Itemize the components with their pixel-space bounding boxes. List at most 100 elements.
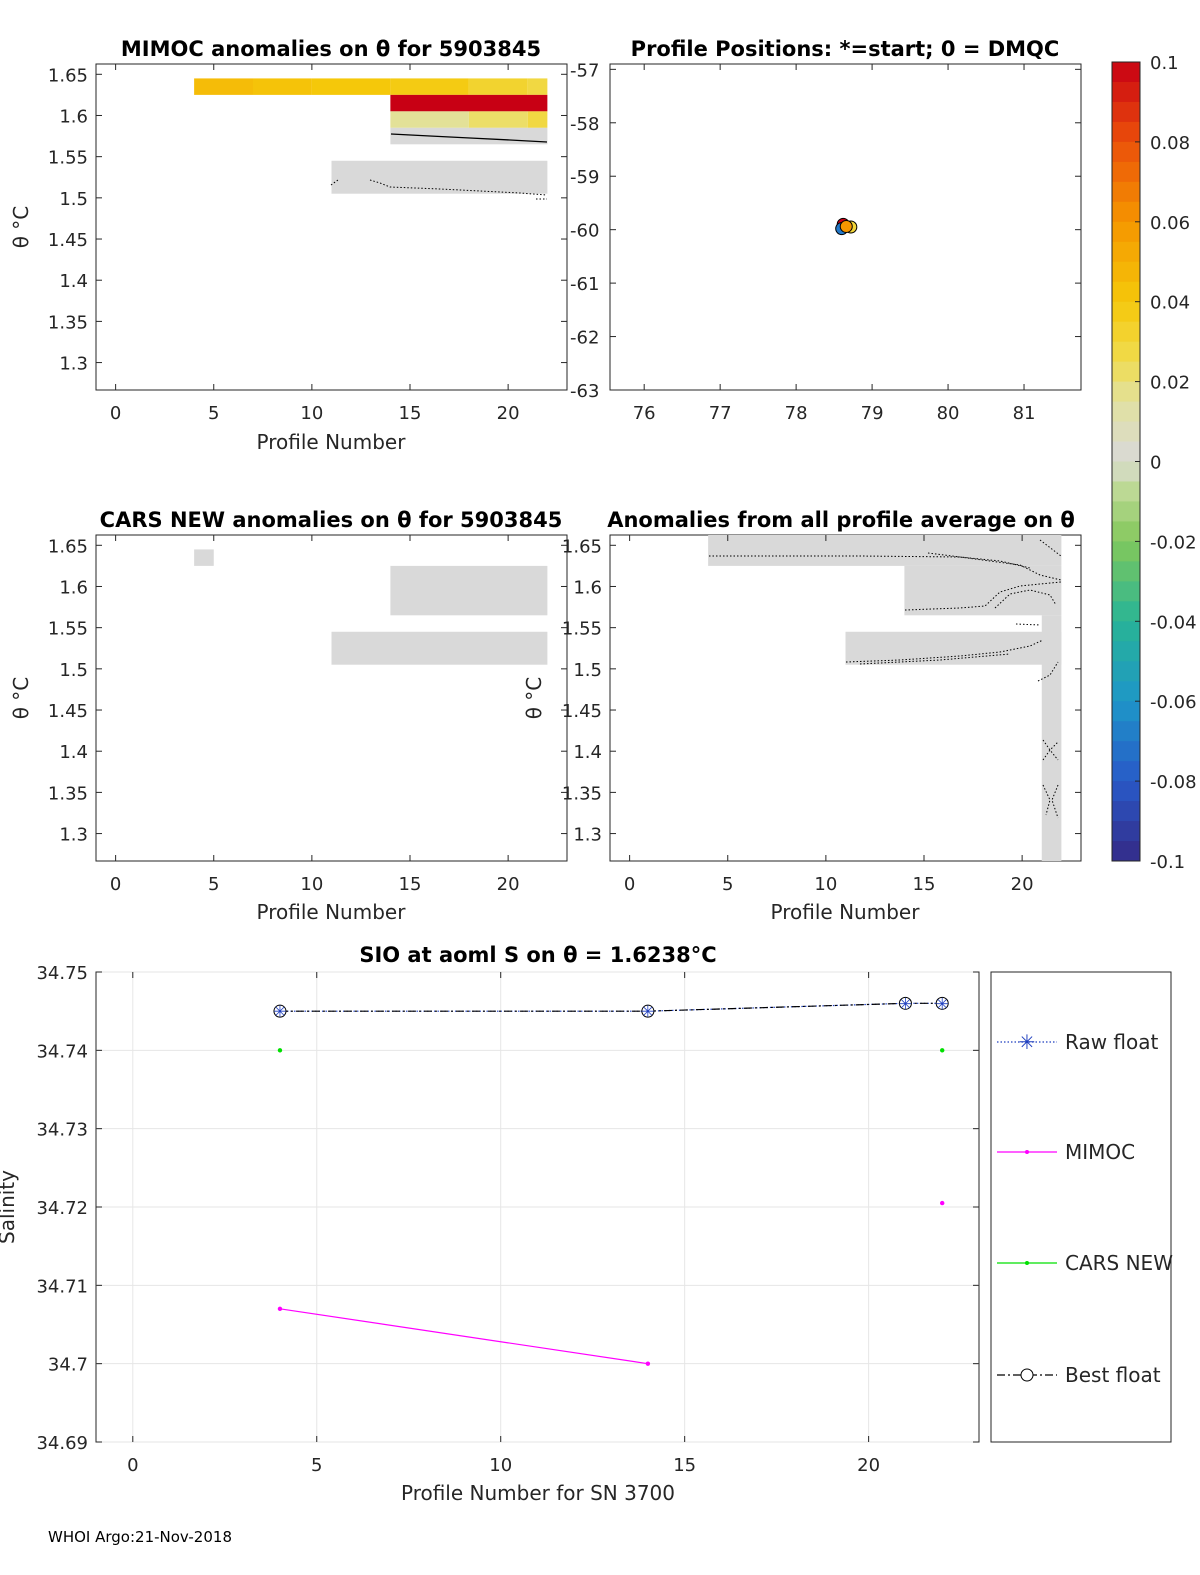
- mimoc-xlabel: Profile Number: [257, 430, 407, 454]
- best-float-point: [935, 996, 949, 1010]
- mimoc-anomaly-cell: [253, 78, 312, 95]
- salinity-xtick-label: 0: [127, 1455, 138, 1476]
- salinity-ytick-label: 34.69: [36, 1433, 88, 1454]
- allprof-contour-6: [1015, 623, 1041, 626]
- colorbar-band: [1112, 441, 1140, 462]
- colorbar-band: [1112, 761, 1140, 782]
- colorbar-band: [1112, 201, 1140, 223]
- colorbar-band: [1112, 101, 1140, 123]
- colorbar-band: [1112, 581, 1140, 602]
- allprof-ytick-label: 1.55: [562, 619, 602, 640]
- mimoc-anomaly-cell: [311, 78, 391, 95]
- colorbar-band: [1112, 62, 1140, 83]
- allprof-anomaly-cell: [904, 565, 1062, 616]
- cars-xtick-label: 15: [399, 874, 422, 895]
- mimoc-ytick-label: 1.3: [59, 354, 88, 375]
- colorbar-band: [1112, 361, 1140, 383]
- mimoc-ytick-label: 1.6: [59, 106, 88, 127]
- salinity-ytick-label: 34.75: [36, 963, 88, 984]
- colorbar-band: [1112, 521, 1140, 542]
- legend-item-raw-float: ✳ Raw float: [997, 1030, 1159, 1054]
- cars-ytick-label: 1.35: [48, 783, 88, 804]
- legend-cars-marker: [1025, 1261, 1029, 1265]
- cars-xtick-label: 10: [300, 874, 323, 895]
- legend-item-best-float: Best float: [997, 1363, 1161, 1387]
- mimoc-anomaly-cell: [390, 78, 469, 95]
- best-float-point: [898, 996, 912, 1010]
- legend-cars-label: CARS NEW: [1065, 1251, 1173, 1275]
- allprof-contour-8: [859, 653, 1011, 665]
- mimoc-ytick-label: 1.4: [59, 271, 88, 292]
- allprof-ytick-label: 1.65: [562, 536, 602, 557]
- mimoc-anomaly-cell: [527, 78, 548, 95]
- allprof-contour-1: [709, 555, 1062, 581]
- positions-ytick-label: -60: [570, 221, 599, 242]
- colorbar-band: [1112, 241, 1140, 263]
- colorbar-band: [1112, 341, 1140, 363]
- allprof-xtick-label: 15: [913, 874, 936, 895]
- colorbar-band: [1112, 141, 1140, 163]
- cars-xtick-label: 20: [497, 874, 520, 895]
- legend-item-cars-new: CARS NEW: [997, 1251, 1173, 1275]
- mimoc-anomaly-cell: [194, 78, 253, 95]
- colorbar-band: [1112, 701, 1140, 722]
- allprof-xtick-label: 0: [624, 874, 635, 895]
- legend-raw-label: Raw float: [1065, 1030, 1159, 1054]
- colorbar-tick-label: -0.04: [1150, 612, 1197, 633]
- mimoc-point: [645, 1361, 651, 1366]
- mimoc-xtick-label: 10: [300, 403, 323, 424]
- mimoc-ytick-label: 1.5: [59, 189, 88, 210]
- colorbar-band: [1112, 181, 1140, 203]
- positions-ytick-label: -61: [570, 274, 599, 295]
- salinity-legend: ✳ Raw float MIMOC CARS NEW Best float: [990, 971, 1173, 1443]
- cars-xlabel: Profile Number: [257, 900, 407, 924]
- colorbar-band: [1112, 401, 1140, 423]
- legend-best-label: Best float: [1065, 1363, 1161, 1387]
- cars-xtick-label: 5: [208, 874, 219, 895]
- positions-ytick-label: -63: [570, 381, 599, 402]
- legend-box: [990, 971, 1172, 1443]
- mimoc-ytick-label: 1.65: [48, 65, 88, 86]
- allprof-contour-4: [1039, 539, 1062, 557]
- colorbar-band: [1112, 841, 1140, 862]
- positions-ytick-label: -58: [570, 114, 599, 135]
- salinity-panel: ✳ ✳ ✳ ✳ 34.75 34.74 34.73 34.72 34.71 34.7 34.69 0…: [0, 943, 980, 1505]
- colorbar-band: [1112, 481, 1140, 502]
- allprof-anomaly-cell: [708, 535, 1062, 566]
- mimoc-ytick-label: 1.35: [48, 312, 88, 333]
- cars-anomaly-panel: 1.65 1.6 1.55 1.5 1.45 1.4 1.35 1.3 0 5 10 15 20 CAR…: [9, 508, 568, 924]
- salinity-ylabel: Salinity: [0, 1170, 19, 1244]
- colorbar-band: [1112, 161, 1140, 183]
- mimoc-series-line: [279, 1308, 648, 1365]
- allprof-contour-9: [1037, 661, 1059, 682]
- mimoc-contour-solid: [390, 133, 548, 143]
- cars-ytick-label: 1.45: [48, 701, 88, 722]
- mimoc-ytick-label: 1.45: [48, 230, 88, 251]
- colorbar-band: [1112, 541, 1140, 562]
- colorbar-band: [1112, 721, 1140, 742]
- positions-xtick-label: 81: [1013, 403, 1036, 424]
- positions-xtick-label: 79: [861, 403, 884, 424]
- cars-ytick-label: 1.5: [59, 660, 88, 681]
- positions-xtick-label: 76: [633, 403, 656, 424]
- salinity-ytick-label: 34.71: [36, 1276, 88, 1297]
- mimoc-anomaly-cell: [390, 111, 469, 128]
- colorbar-band: [1112, 221, 1140, 243]
- salinity-title: SIO at aoml S on θ = 1.6238°C: [359, 943, 716, 967]
- colorbar: 0.1 0.08 0.06 0.04 0.02 0 -0.02 -0.04 -0.06 -0.08…: [1111, 53, 1197, 873]
- salinity-ytick-label: 34.74: [36, 1041, 88, 1062]
- mimoc-anomaly-panel: 1.65 1.6 1.55 1.5 1.45 1.4 1.35 1.3 0 5 10 15 20 MIM…: [9, 37, 568, 454]
- salinity-xtick-label: 5: [311, 1455, 322, 1476]
- mimoc-ytick-label: 1.55: [48, 148, 88, 169]
- profile-positions-panel: -57 -58 -59 -60 -61 -62 -63 76 77 78 79 80 81 Profil…: [570, 37, 1082, 424]
- salinity-xtick-label: 15: [673, 1455, 696, 1476]
- legend-best-marker: [1020, 1368, 1034, 1382]
- mimoc-xtick-label: 15: [399, 403, 422, 424]
- allprof-contour-11: [1042, 784, 1059, 819]
- colorbar-band: [1112, 261, 1140, 283]
- allprof-ytick-label: 1.4: [573, 742, 602, 763]
- colorbar-band: [1112, 741, 1140, 762]
- allprof-contours: [709, 539, 1062, 819]
- best-float-point: [273, 1004, 287, 1018]
- cars-new-point: [940, 1048, 945, 1053]
